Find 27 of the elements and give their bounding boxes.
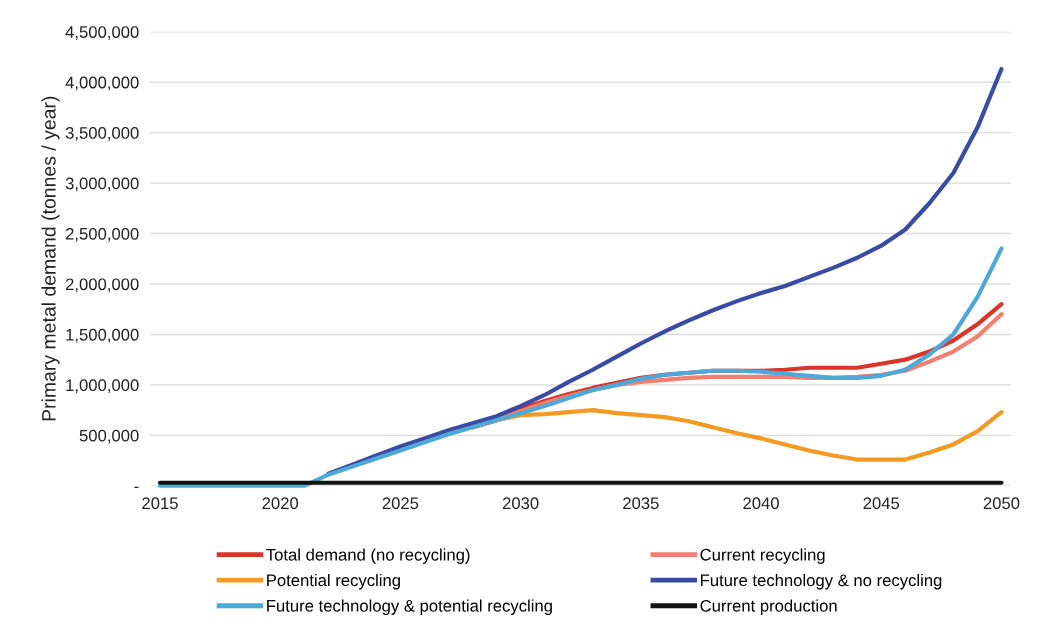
legend-label: Total demand (no recycling) (266, 548, 470, 564)
legend-label: Current recycling (700, 548, 825, 564)
x-tick-label: 2040 (743, 497, 779, 510)
y-tick-label: 3,500,000 (65, 127, 139, 141)
y-tick-label: 1,500,000 (66, 328, 139, 343)
legend-label: Future technology & potential recycling (267, 599, 552, 616)
y-tick-label: 3,000,000 (65, 177, 139, 192)
x-tick-label: 2020 (262, 497, 299, 510)
y-tick-label: 2,000,000 (65, 278, 139, 293)
y-tick-label: 1,000,000 (66, 379, 139, 394)
x-tick-label: 2030 (502, 497, 539, 510)
y-tick-label: 500,000 (79, 429, 139, 444)
x-tick-label: 2050 (983, 497, 1020, 510)
y-tick-label: - (134, 486, 139, 489)
y-tick-label: 2,500,000 (65, 227, 139, 242)
legend-label: Current production (700, 599, 837, 616)
x-tick-label: 2025 (382, 497, 419, 510)
x-tick-label: 2015 (142, 497, 178, 510)
y-tick-label: 4,000,000 (65, 76, 139, 91)
legend-label: Future technology & no recycling (700, 573, 942, 590)
y-axis-title: Primary metal demand (tonnes / year) (41, 96, 60, 421)
x-tick-label: 2045 (863, 497, 900, 510)
line-series (157, 246, 1004, 488)
x-tick-label: 2035 (623, 497, 659, 510)
legend-label: Potential recycling (267, 573, 400, 590)
line-series (326, 66, 1004, 476)
y-tick-label: 4,500,000 (65, 26, 139, 40)
